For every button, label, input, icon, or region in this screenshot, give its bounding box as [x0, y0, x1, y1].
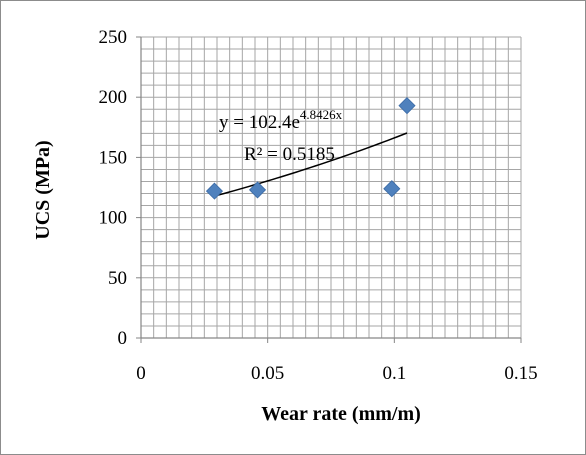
- data-point: [398, 97, 416, 115]
- data-points: [205, 97, 416, 200]
- tick-labels: 0 50 100 150 200 250 0 0.05 0.1 0.15: [99, 27, 538, 384]
- grid: [140, 36, 522, 339]
- data-point: [383, 180, 401, 198]
- y-tick-label: 50: [108, 268, 127, 289]
- x-axis-title: Wear rate (mm/m): [261, 403, 421, 425]
- trendline: [214, 132, 408, 197]
- trendline-equation: y = 102.4e4.8426x: [219, 107, 343, 133]
- y-axis-title: UCS (MPa): [32, 140, 54, 239]
- equation-exponent: 4.8426x: [300, 107, 343, 122]
- x-tick-label: 0.15: [504, 363, 537, 384]
- data-point: [248, 181, 267, 199]
- x-tick-label: 0: [136, 363, 146, 384]
- equation-base: y = 102.4e: [219, 112, 300, 133]
- trendline-layer: [214, 132, 408, 197]
- x-tick-label: 0.05: [251, 363, 284, 384]
- y-tick-label: 150: [99, 147, 128, 168]
- y-tick-label: 0: [118, 328, 128, 349]
- axes: [136, 36, 522, 343]
- x-tick-label: 0.1: [382, 363, 406, 384]
- r-squared-label: R² = 0.5185: [244, 144, 335, 165]
- y-tick-label: 200: [99, 87, 128, 108]
- data-point: [205, 182, 224, 200]
- y-tick-label: 250: [99, 27, 128, 48]
- y-tick-label: 100: [99, 208, 128, 229]
